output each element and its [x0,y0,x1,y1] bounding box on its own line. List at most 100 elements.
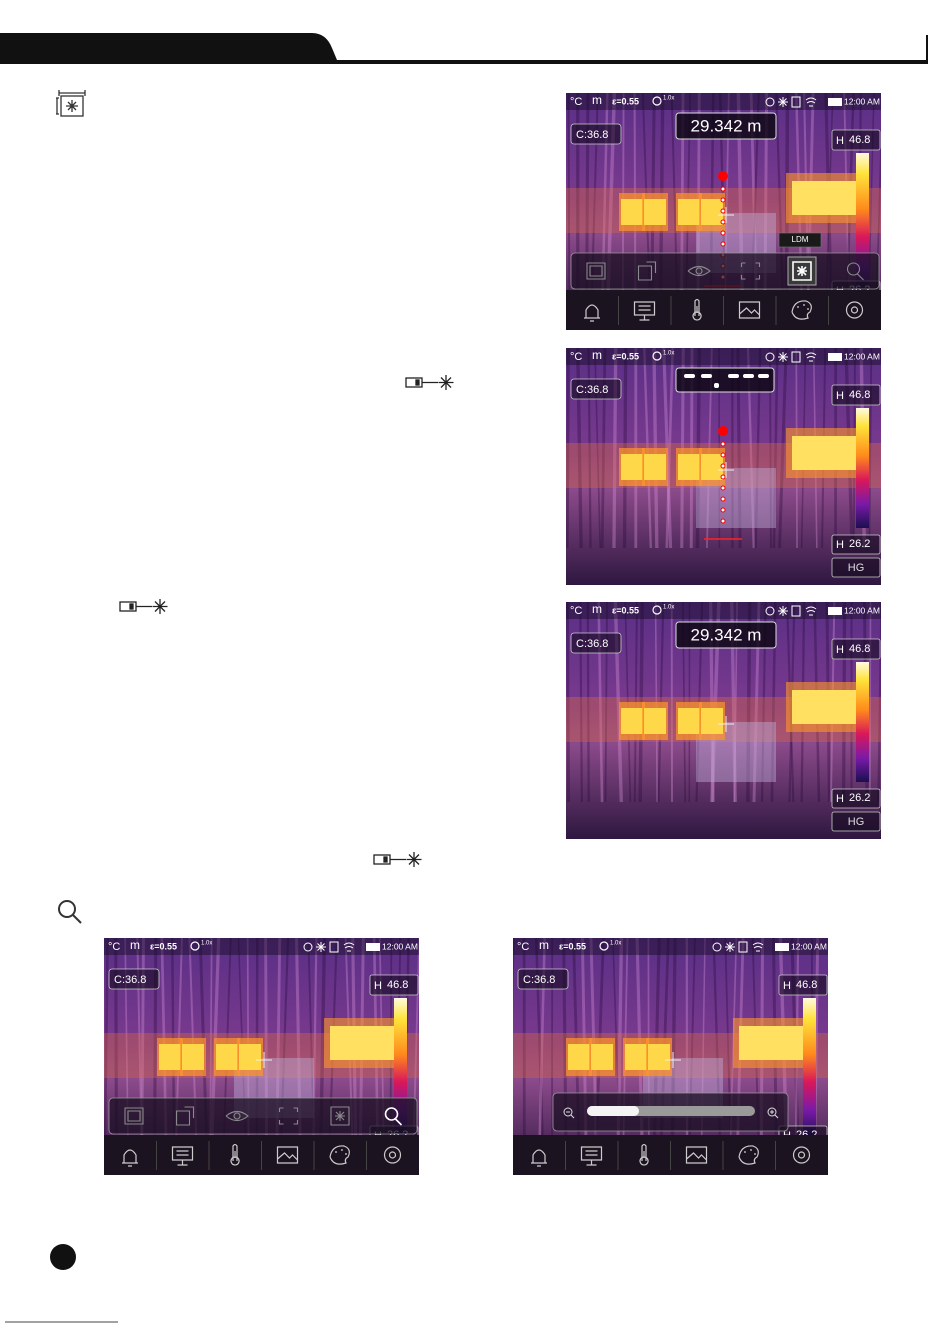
laser-point [718,171,728,181]
toolbar-icon [791,300,812,320]
toolbar-icon [580,1146,603,1166]
distance-box [675,112,777,140]
status-icon [738,941,748,953]
dist-unit: m [130,938,140,952]
center-temp: C:36.8 [576,129,608,141]
measuring-dash [701,374,712,378]
laser-dot [720,441,726,447]
thermal-screen: °C m ε=0.55 1.0x 12:00 AM C:36.8 H 46.8 H 26.2 HG [566,348,881,585]
center-temp-box [570,378,622,400]
menu-panel [108,1097,418,1135]
scale-min: 26.2 [849,792,870,804]
laser-icon [373,852,422,867]
status-icon [303,942,313,952]
scale-max: 46.8 [387,979,408,991]
time: 12:00 AM [844,605,880,615]
hot-spot [701,454,723,480]
tooltip: LDM [792,235,809,244]
scale-max-box [831,384,881,406]
menu-icon [792,261,812,281]
toolbar-icon [633,301,656,321]
menu-icon [846,262,864,281]
zoom-out-icon [563,1107,575,1119]
laser-dot [720,496,726,502]
laser-dot [720,463,726,469]
dist-unit: m [539,938,549,952]
center-temp: C:36.8 [523,974,555,986]
color-scale [856,408,869,528]
laser-dot [720,452,726,458]
hot-spot [644,708,666,734]
menu-icon [586,262,606,280]
status-icon [778,97,788,107]
toolbar-icon [685,1146,708,1164]
zoom: 1.0x [663,605,674,611]
time: 12:00 AM [844,351,880,361]
scale-max-box [778,974,828,996]
laser-dot [720,241,726,247]
center-temp-box [108,968,160,990]
status-bar [513,938,828,955]
toolbar-icon [584,304,600,322]
scale-max-label: H [836,644,844,656]
hot-spot [625,1044,647,1070]
scale-max-label: H [783,980,791,992]
zoom-icon [58,900,82,924]
center-temp-box [517,968,569,990]
toolbar-icon [383,1146,402,1164]
scale-max-box [831,638,881,660]
crosshair [718,462,734,478]
cable [868,348,873,549]
measuring-dash [758,374,769,378]
status-icon [765,352,775,362]
emissivity: ε=0.55 [612,605,639,615]
mode-box [831,811,881,832]
scale-max-label: H [836,390,844,402]
battery [775,943,789,951]
zoom-glyph [652,605,662,615]
hot-spot [678,199,700,225]
hot-spot [239,1044,261,1070]
status-icon [316,942,326,952]
crosshair [718,207,734,223]
mode: HG [848,816,865,828]
laser-dot [720,197,726,203]
status-icon [805,606,817,616]
temp-unit: °C [517,941,529,953]
toolbar-icon [122,1149,138,1167]
scale-max-box [831,129,881,151]
laser-dot [720,186,726,192]
thermal-screen: °C m ε=0.55 1.0x 12:00 AM C:36.8 29.342 m H 46.8… [566,602,881,839]
zoom-in-icon [767,1107,779,1119]
scale-min-label: H [836,539,844,551]
page-number-badge [50,1244,76,1270]
status-icon [791,351,801,363]
toolbar-icon [738,301,761,319]
measuring-dash [743,374,754,378]
scale-min-box [831,534,881,555]
hot-spot [792,436,856,470]
thermal-screen: °C m ε=0.55 1.0x 12:00 AM C:36.8 29.342 m H 46.8… [566,93,881,330]
scale-max: 46.8 [849,389,870,401]
menu-icon [124,1107,144,1125]
laser-dot [720,208,726,214]
toolbar-icon [639,1143,649,1166]
tooltip-box [778,232,822,248]
mode-box [831,557,881,578]
hot-spot [648,1044,670,1070]
laser-dot [720,518,726,524]
hot-spot [182,1044,204,1070]
menu-icon [278,1107,299,1125]
cable [104,938,109,1139]
battery [828,607,842,615]
status-icon [752,942,764,952]
cable [566,602,571,803]
status-icon [343,942,355,952]
status-icon [778,352,788,362]
status-icon [329,941,339,953]
hot-spot [678,708,700,734]
hot-spot [701,708,723,734]
temp-unit: °C [570,605,582,617]
hot-spot [739,1026,803,1060]
